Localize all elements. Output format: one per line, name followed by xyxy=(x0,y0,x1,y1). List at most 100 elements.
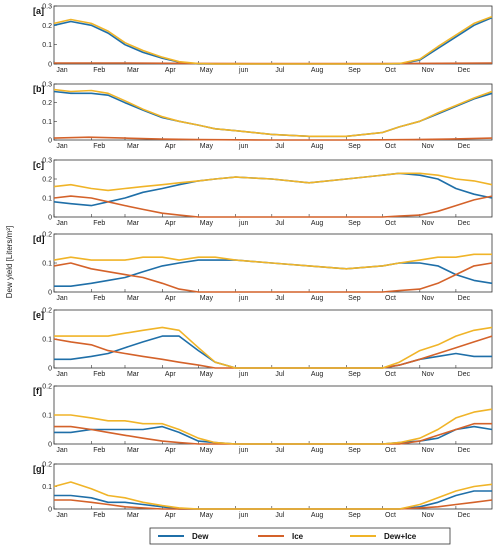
y-tick-label: 0.2 xyxy=(42,23,52,30)
panel-frame xyxy=(53,385,493,445)
y-tick-label: 0.2 xyxy=(42,308,52,315)
y-tick-label: 0 xyxy=(48,442,52,449)
legend-box xyxy=(149,527,451,545)
x-tick-label: Jul xyxy=(275,447,284,454)
x-tick-label: Jan xyxy=(56,143,67,150)
x-tick-label: jun xyxy=(238,371,248,378)
x-tick-label: Nov xyxy=(422,67,435,74)
x-tick-label: Sep xyxy=(348,447,361,454)
y-tick-label: 0 xyxy=(48,138,52,145)
x-tick-label: May xyxy=(200,220,214,227)
x-tick-label: Nov xyxy=(422,295,435,302)
x-tick-label: Jul xyxy=(275,371,284,378)
x-tick-label: Nov xyxy=(422,512,435,519)
x-tick-label: Oct xyxy=(385,447,396,454)
x-tick-label: Sep xyxy=(348,295,361,302)
x-tick-label: Dec xyxy=(458,371,471,378)
x-tick-label: Sep xyxy=(348,371,361,378)
series-line-dew-plus-ice xyxy=(53,15,493,65)
x-tick-label: Apr xyxy=(165,295,177,302)
x-tick-label: Oct xyxy=(385,295,396,302)
x-tick-label: Mar xyxy=(127,447,140,454)
panel-2: [b] 0 0.1 0.2 0.3 Jan Feb Mar Apr May jun Jul Aug Sep… xyxy=(33,82,493,150)
x-tick-label: Jan xyxy=(56,371,67,378)
x-tick-label: jun xyxy=(238,447,248,454)
x-tick-label: Mar xyxy=(127,512,140,519)
y-tick-label: 0.2 xyxy=(42,462,52,469)
x-tick-label: Jan xyxy=(56,447,67,454)
y-axis-label: Dew yield [Liters/m²] xyxy=(5,226,14,298)
y-tick-label: 0.2 xyxy=(42,100,52,107)
x-tick-label: Jul xyxy=(275,143,284,150)
panel-label: [c] xyxy=(33,160,44,170)
x-tick-label: Feb xyxy=(93,512,105,519)
x-tick-label: Dec xyxy=(458,220,471,227)
series-line-dew-plus-ice xyxy=(54,326,493,369)
x-tick-label: Dec xyxy=(458,295,471,302)
series-line-dew-plus-ice xyxy=(54,408,493,445)
x-tick-label: Aug xyxy=(311,512,324,519)
x-tick-label: May xyxy=(200,512,214,519)
panel-7: [g] 0 0.1 0.2 Jan Feb Mar Apr May jun Jul Aug Sep Oct… xyxy=(33,462,493,519)
x-tick-label: Oct xyxy=(385,143,396,150)
x-tick-label: Mar xyxy=(127,295,140,302)
x-tick-label: Oct xyxy=(385,67,396,74)
x-tick-label: Aug xyxy=(311,143,324,150)
x-tick-label: Jan xyxy=(56,295,67,302)
x-tick-label: Feb xyxy=(93,67,105,74)
x-tick-label: May xyxy=(200,371,214,378)
panel-label: [b] xyxy=(33,84,45,94)
y-tick-label: 0 xyxy=(48,215,52,222)
series-line-dew-plus-ice xyxy=(53,172,493,192)
panel-5: [e] 0 0.1 0.2 Jan Feb Mar Apr May jun Jul Aug Sep Oct… xyxy=(33,308,493,378)
y-tick-label: 0.1 xyxy=(42,119,52,126)
y-tick-label: 0.1 xyxy=(42,413,52,420)
x-tick-label: Jul xyxy=(275,220,284,227)
x-tick-label: Apr xyxy=(165,447,177,454)
y-tick-label: 0.1 xyxy=(42,484,52,491)
y-tick-label: 0 xyxy=(48,366,52,373)
panel-6: [f] 0 0.1 0.2 Jan Feb Mar Apr May jun Jul Aug Sep Oct… xyxy=(33,384,493,454)
x-tick-label: Mar xyxy=(127,371,140,378)
y-tick-label: 0.1 xyxy=(42,261,52,268)
y-tick-label: 0.1 xyxy=(42,196,52,203)
x-tick-label: May xyxy=(200,143,214,150)
x-tick-label: jun xyxy=(238,143,248,150)
y-tick-label: 0 xyxy=(48,62,52,69)
panel-label: [e] xyxy=(33,310,44,320)
panel-label: [a] xyxy=(33,6,44,16)
x-tick-label: Feb xyxy=(93,295,105,302)
y-tick-label: 0.3 xyxy=(42,82,52,89)
x-tick-label: May xyxy=(200,67,214,74)
x-tick-label: Apr xyxy=(165,67,177,74)
x-tick-label: Sep xyxy=(348,67,361,74)
x-tick-label: Oct xyxy=(385,220,396,227)
x-tick-label: Dec xyxy=(458,143,471,150)
x-tick-label: jun xyxy=(238,220,248,227)
x-tick-label: Dec xyxy=(458,447,471,454)
x-tick-label: Dec xyxy=(458,67,471,74)
x-tick-label: Dec xyxy=(458,512,471,519)
panel-frame xyxy=(53,463,493,510)
y-tick-label: 0 xyxy=(48,507,52,514)
y-tick-label: 0.1 xyxy=(42,42,52,49)
x-tick-label: Oct xyxy=(385,371,396,378)
panel-4: [d] 0 0.1 0.2 Jan Feb Mar Apr May jun Jul Aug Sep Oct… xyxy=(33,232,493,302)
x-tick-label: May xyxy=(200,447,214,454)
x-tick-label: Mar xyxy=(127,220,140,227)
x-tick-label: Jul xyxy=(275,512,284,519)
series-line-dew-plus-ice xyxy=(53,481,493,510)
x-tick-label: Jan xyxy=(56,512,67,519)
x-tick-label: jun xyxy=(238,512,248,519)
x-tick-label: Aug xyxy=(311,371,324,378)
panel-frame xyxy=(53,309,493,369)
x-tick-label: Jan xyxy=(56,220,67,227)
x-tick-label: Aug xyxy=(311,295,324,302)
x-tick-label: May xyxy=(200,295,214,302)
y-tick-label: 0.2 xyxy=(42,232,52,239)
panel-label: [f] xyxy=(33,386,42,396)
x-tick-label: Nov xyxy=(422,447,435,454)
series-line-ice xyxy=(53,262,493,293)
